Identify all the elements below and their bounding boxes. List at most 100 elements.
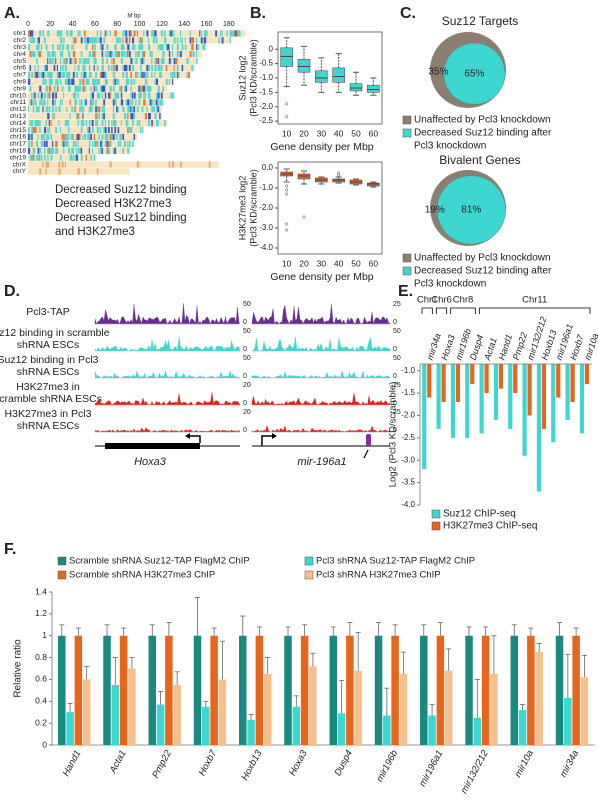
row-label: chr5 (13, 58, 26, 65)
scale-label: 0 (243, 400, 247, 407)
signal-stripe (77, 168, 80, 175)
signal-stripe (106, 44, 109, 51)
signal-stripe (156, 57, 158, 65)
signal-stripe (231, 30, 234, 37)
signal-stripe (175, 57, 178, 65)
signal-stripe (143, 51, 146, 58)
signal-stripe (76, 85, 78, 92)
x-tick-label: Acta1 (107, 748, 129, 776)
signal-stripe (162, 57, 165, 65)
bar (210, 635, 218, 745)
signal-stripe (87, 57, 90, 65)
signal-stripe (101, 85, 104, 92)
signal-stripe (56, 85, 59, 92)
signal-stripe (124, 30, 126, 37)
signal-stripe (160, 92, 163, 99)
signal-stripe (196, 57, 198, 65)
signal-stripe (95, 78, 97, 85)
signal-stripe (60, 154, 62, 161)
signal-stripe (79, 30, 81, 37)
signal-stripe (76, 154, 79, 161)
signal-stripe (172, 51, 174, 58)
signal-stripe (61, 44, 64, 51)
signal-stripe (52, 44, 54, 51)
signal-stripe (144, 71, 147, 78)
y-tick-label: 0.8 (35, 652, 47, 662)
signal-stripe (160, 44, 163, 51)
signal-stripe (85, 71, 88, 78)
legend-label: Decreased Suz12 binding (55, 184, 187, 196)
legend-label: Suz12 ChIP-seq (443, 509, 516, 520)
bar (580, 677, 589, 745)
x-tick-label: Hoxb13 (239, 748, 264, 783)
signal-stripe (95, 85, 98, 92)
signal-stripe (50, 57, 52, 65)
signal-stripe (176, 44, 179, 51)
bar (518, 710, 527, 745)
signal-stripe (181, 64, 184, 72)
panel-label: D. (4, 283, 20, 300)
scale-label: 50 (393, 328, 401, 335)
x-tick-label: mir34a (558, 748, 581, 779)
signal-stripe (82, 64, 85, 72)
signal-stripe (132, 99, 134, 106)
signal-stripe (31, 154, 34, 161)
box (349, 83, 363, 92)
signal-stripe (120, 44, 123, 51)
row-label: chr9 (13, 85, 26, 92)
chromosome-bar (28, 92, 174, 99)
outlier (337, 171, 341, 175)
bar (337, 713, 346, 745)
signal-stripe (108, 51, 110, 58)
row-label: chr11 (10, 99, 26, 106)
signal-stripe (156, 120, 158, 127)
signal-stripe (39, 71, 41, 78)
y-axis-label: H3K27me3 log2 (237, 176, 247, 241)
signal-stripe (130, 113, 133, 120)
signal-stripe (60, 30, 63, 37)
signal-stripe (96, 78, 99, 85)
signal-stripe (96, 126, 100, 134)
signal-stripe (196, 51, 198, 58)
signal-stripe (92, 44, 94, 51)
signal-stripe (96, 92, 100, 99)
signal-stripe (141, 51, 144, 58)
signal-stripe (93, 140, 96, 147)
signal-stripe (45, 120, 47, 127)
signal-stripe (114, 126, 117, 134)
signal-stripe (132, 140, 134, 147)
bar (465, 635, 473, 745)
signal-stripe (37, 133, 39, 141)
signal-stripe (34, 71, 37, 78)
signal-stripe (138, 37, 140, 44)
signal-stripe (39, 154, 41, 161)
signal-stripe (151, 64, 153, 72)
signal-stripe (111, 120, 113, 127)
signal-stripe (149, 99, 152, 106)
signal-stripe (47, 30, 50, 37)
signal-stripe (40, 99, 43, 106)
outlier (285, 115, 289, 119)
y-axis-label: Relative ratio (13, 639, 24, 698)
signal-stripe (112, 64, 115, 72)
signal-stripe (61, 64, 64, 72)
signal-stripe (93, 37, 96, 44)
signal-stripe (72, 51, 76, 58)
row-label: chrY (13, 168, 27, 175)
signal-stripe (127, 44, 130, 51)
signal-stripe (103, 71, 106, 78)
signal-stripe (92, 126, 94, 134)
signal-stripe (199, 30, 201, 37)
signal-stripe (28, 78, 31, 85)
signal-stripe (45, 133, 48, 141)
signal-stripe (64, 140, 67, 147)
bar (239, 635, 247, 745)
signal-stripe (141, 106, 144, 113)
signal-stripe (77, 85, 80, 92)
signal-stripe (232, 30, 234, 37)
x-tick-label: Hand1 (61, 748, 84, 778)
scale-label: 25 (393, 382, 401, 389)
signal-stripe (95, 57, 97, 65)
signal-stripe (159, 64, 161, 72)
row-label: chr10 (10, 92, 27, 99)
